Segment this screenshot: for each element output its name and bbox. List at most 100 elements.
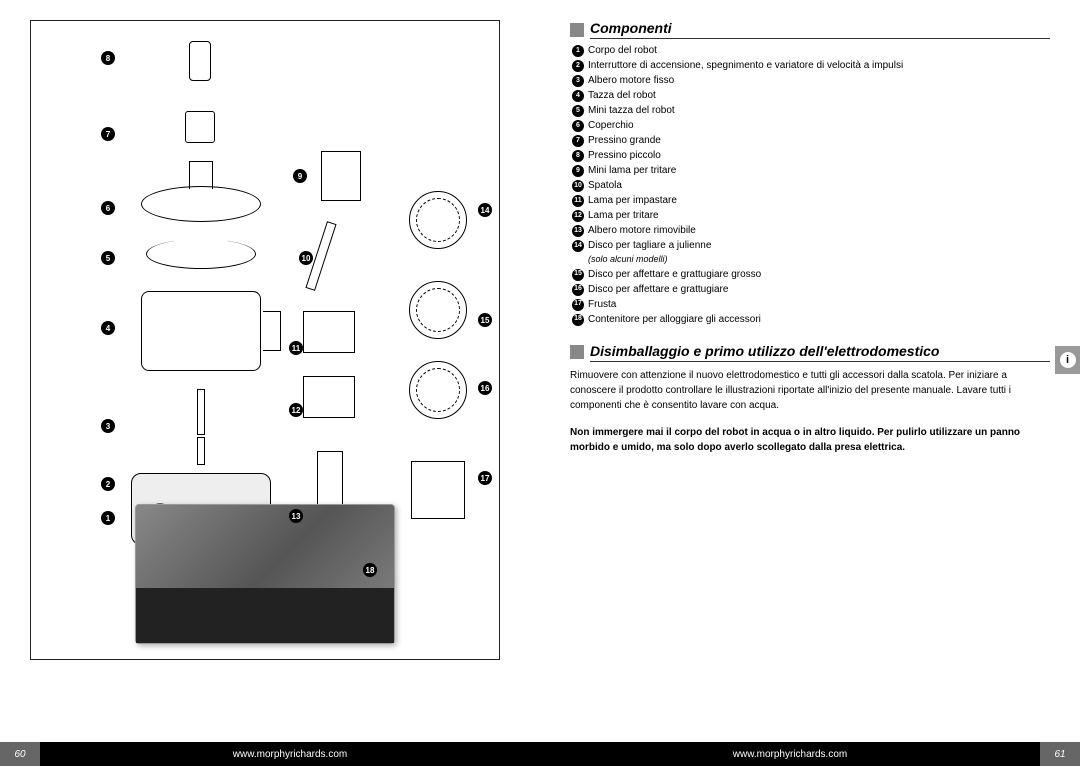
- component-row: 18 Contenitore per alloggiare gli accesso…: [572, 312, 1050, 327]
- whisk-shape: [411, 461, 465, 519]
- component-row: 3 Albero motore fisso: [572, 73, 1050, 88]
- lid-tube-shape: [189, 161, 213, 189]
- bowl-handle-shape: [263, 311, 281, 351]
- callout-8: 8: [101, 51, 115, 65]
- component-row: 9 Mini lama per tritare: [572, 163, 1050, 178]
- mini-bowl-shape: [146, 239, 256, 269]
- callout-2: 2: [101, 477, 115, 491]
- component-row: 15 Disco per affettare e grattugiare gros…: [572, 267, 1050, 282]
- footer-url-right: www.morphyrichards.com: [540, 742, 1040, 766]
- component-number: 11: [572, 195, 584, 207]
- callout-1: 1: [101, 511, 115, 525]
- component-label: Mini lama per tritare: [588, 163, 1050, 178]
- section-title-unboxing: Disimballaggio e primo utilizzo dell'ele…: [590, 343, 1050, 362]
- page-number-left: 60: [0, 742, 40, 766]
- language-tab[interactable]: i: [1055, 346, 1080, 374]
- knead-blade-shape: [303, 311, 355, 353]
- callout-14: 14: [478, 203, 492, 217]
- component-row: 13 Albero motore rimovibile: [572, 223, 1050, 238]
- component-label: Pressino grande: [588, 133, 1050, 148]
- exploded-diagram: 876543219101112131415161718: [30, 20, 500, 660]
- component-label: Spatola: [588, 178, 1050, 193]
- warning-text: Non immergere mai il corpo del robot in …: [570, 425, 1050, 455]
- component-number: 15: [572, 269, 584, 281]
- component-label: Pressino piccolo: [588, 148, 1050, 163]
- component-label: Albero motore fisso: [588, 73, 1050, 88]
- component-number: 14: [572, 240, 584, 252]
- component-number: 10: [572, 180, 584, 192]
- page-number-right: 61: [1040, 742, 1080, 766]
- page-footer: 60 www.morphyrichards.com www.morphyrich…: [0, 742, 1080, 766]
- callout-15: 15: [478, 313, 492, 327]
- component-number: 16: [572, 284, 584, 296]
- pusher-large-shape: [185, 111, 215, 143]
- component-row: 7 Pressino grande: [572, 133, 1050, 148]
- component-label: Coperchio: [588, 118, 1050, 133]
- component-label: Contenitore per alloggiare gli accessori: [588, 312, 1050, 327]
- section-title-components: Componenti: [590, 20, 1050, 39]
- disc15-shape: [409, 281, 467, 339]
- component-row: 14 Disco per tagliare a julienne: [572, 238, 1050, 253]
- callout-11: 11: [289, 341, 303, 355]
- callout-3: 3: [101, 419, 115, 433]
- callout-7: 7: [101, 127, 115, 141]
- accessory-box-photo: [135, 504, 395, 644]
- component-row: 2 Interruttore di accensione, spegnimento…: [572, 58, 1050, 73]
- callout-9: 9: [293, 169, 307, 183]
- component-row: 5Mini tazza del robot: [572, 103, 1050, 118]
- component-label: Mini tazza del robot: [588, 103, 1050, 118]
- component-row: 12 Lama per tritare: [572, 208, 1050, 223]
- component-label: Disco per tagliare a julienne: [588, 238, 1050, 253]
- component-label: Frusta: [588, 297, 1050, 312]
- component-label: Lama per tritare: [588, 208, 1050, 223]
- unboxing-paragraph: Rimuovere con attenzione il nuovo elettr…: [570, 368, 1050, 413]
- component-row: 10 Spatola: [572, 178, 1050, 193]
- component-note: (solo alcuni modelli): [588, 253, 1050, 267]
- component-number: 17: [572, 299, 584, 311]
- component-label: Corpo del robot: [588, 43, 1050, 58]
- component-number: 9: [572, 165, 584, 177]
- component-number: 2: [572, 60, 584, 72]
- callout-16: 16: [478, 381, 492, 395]
- component-number: 3: [572, 75, 584, 87]
- callout-12: 12: [289, 403, 303, 417]
- section-bullet-icon: [570, 23, 584, 37]
- component-row: 4 Tazza del robot: [572, 88, 1050, 103]
- component-number: 13: [572, 225, 584, 237]
- component-label: Disco per affettare e grattugiare: [588, 282, 1050, 297]
- callout-6: 6: [101, 201, 115, 215]
- component-row: 17 Frusta: [572, 297, 1050, 312]
- callout-10: 10: [299, 251, 313, 265]
- component-row: 16 Disco per affettare e grattugiare: [572, 282, 1050, 297]
- lid-shape: [141, 186, 261, 222]
- component-label: Disco per affettare e grattugiare grosso: [588, 267, 1050, 282]
- component-number: 6: [572, 120, 584, 132]
- disc14-shape: [409, 191, 467, 249]
- component-label: Lama per impastare: [588, 193, 1050, 208]
- component-row: 6 Coperchio: [572, 118, 1050, 133]
- component-number: 12: [572, 210, 584, 222]
- component-number: 1: [572, 45, 584, 57]
- language-icon: i: [1060, 352, 1076, 368]
- callout-4: 4: [101, 321, 115, 335]
- disc16-shape: [409, 361, 467, 419]
- component-number: 18: [572, 314, 584, 326]
- component-label: Tazza del robot: [588, 88, 1050, 103]
- callout-13: 13: [289, 509, 303, 523]
- mini-blade-shape: [321, 151, 361, 201]
- component-number: 4: [572, 90, 584, 102]
- component-label: Albero motore rimovibile: [588, 223, 1050, 238]
- shaft-shape: [197, 389, 205, 435]
- component-number: 8: [572, 150, 584, 162]
- component-number: 7: [572, 135, 584, 147]
- components-list: 1 Corpo del robot 2 Interruttore di accensi…: [572, 43, 1050, 327]
- component-row: 11 Lama per impastare: [572, 193, 1050, 208]
- callout-5: 5: [101, 251, 115, 265]
- component-label: Interruttore di accensione, spegnimento …: [588, 58, 1050, 73]
- pusher-small-shape: [189, 41, 211, 81]
- component-row: 1 Corpo del robot: [572, 43, 1050, 58]
- callout-17: 17: [478, 471, 492, 485]
- footer-url-left: www.morphyrichards.com: [40, 742, 540, 766]
- chop-blade-shape: [303, 376, 355, 418]
- section-bullet-icon: [570, 345, 584, 359]
